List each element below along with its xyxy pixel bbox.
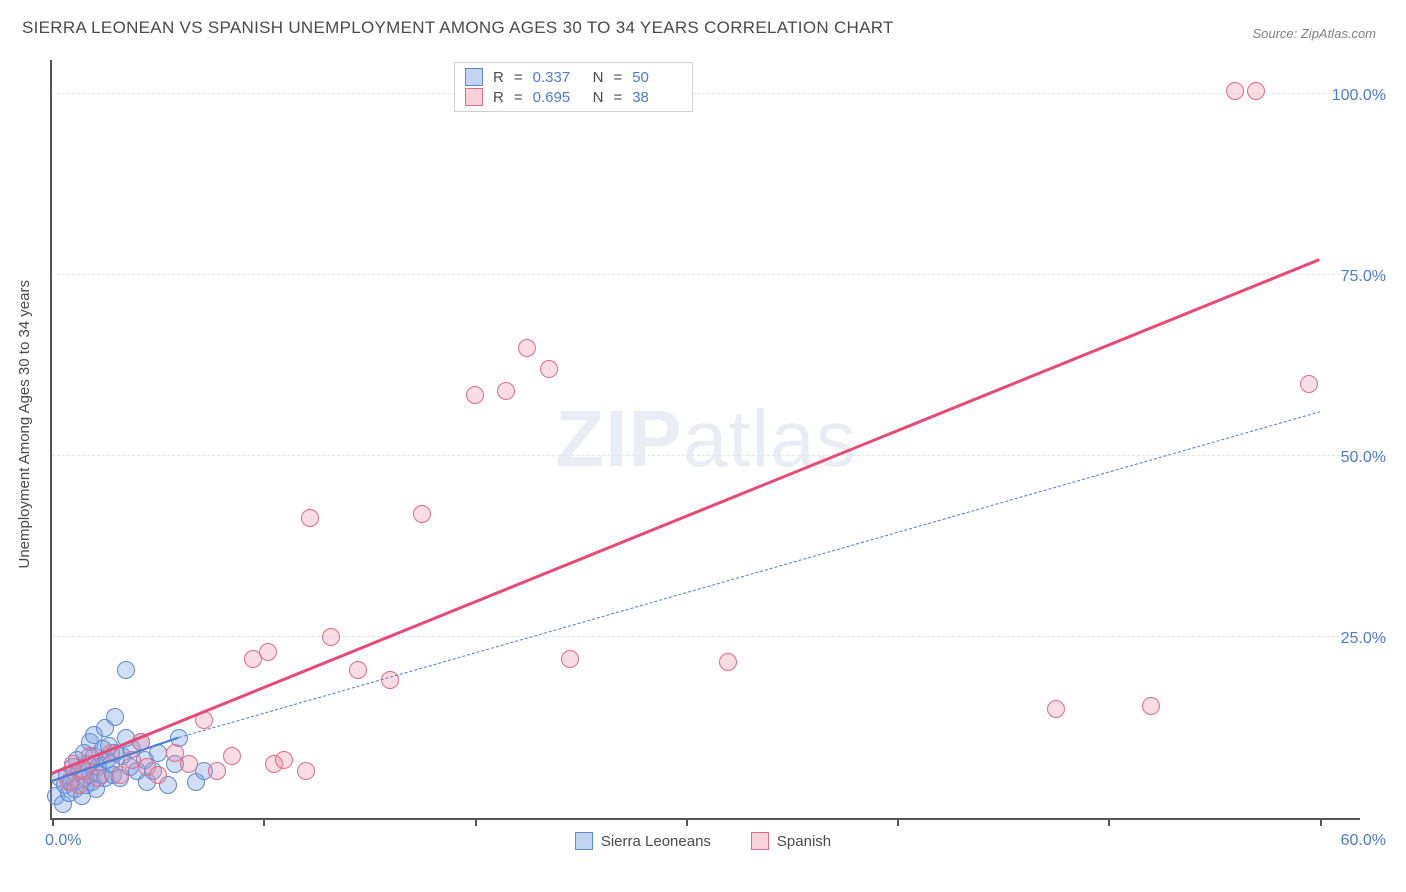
legend-swatch-sp — [751, 832, 769, 850]
data-point-sp — [223, 747, 241, 765]
x-tick — [1108, 818, 1110, 826]
chart-title: SIERRA LEONEAN VS SPANISH UNEMPLOYMENT A… — [22, 18, 894, 38]
legend-swatch-sl — [465, 68, 483, 86]
data-point-sp — [89, 769, 107, 787]
data-point-sp — [180, 755, 198, 773]
data-point-sp — [466, 386, 484, 404]
y-axis-label: Unemployment Among Ages 30 to 34 years — [16, 280, 33, 569]
legend-N-value-sp: 38 — [632, 89, 682, 106]
x-tick — [897, 818, 899, 826]
legend-swatch-sp — [465, 88, 483, 106]
series-legend-item-sp: Spanish — [751, 832, 831, 850]
legend-row-sl: R = 0.337 N = 50 — [465, 67, 682, 87]
data-point-sl — [117, 661, 135, 679]
legend-eq: = — [613, 69, 622, 86]
data-point-sp — [322, 628, 340, 646]
data-point-sp — [518, 339, 536, 357]
x-tick-label: 60.0% — [1341, 832, 1386, 850]
data-point-sp — [1247, 82, 1265, 100]
data-point-sp — [297, 762, 315, 780]
trend-line-sp — [51, 258, 1320, 775]
y-tick-label: 100.0% — [1332, 87, 1386, 105]
trend-line-sl — [178, 412, 1319, 739]
gridline-horizontal — [52, 636, 1360, 637]
data-point-sp — [149, 766, 167, 784]
legend-N-symbol: N — [593, 69, 604, 86]
scatter-plot-area: ZIPatlas — [50, 60, 1360, 820]
legend-swatch-sl — [575, 832, 593, 850]
data-point-sp — [413, 505, 431, 523]
series-label-sp: Spanish — [777, 833, 831, 850]
data-point-sp — [1300, 375, 1318, 393]
x-tick — [52, 818, 54, 826]
data-point-sp — [497, 382, 515, 400]
watermark: ZIPatlas — [555, 393, 856, 485]
data-point-sp — [1047, 700, 1065, 718]
source-attribution: Source: ZipAtlas.com — [1252, 26, 1376, 41]
data-point-sp — [301, 509, 319, 527]
legend-row-sp: R = 0.695 N = 38 — [465, 87, 682, 107]
x-tick — [1320, 818, 1322, 826]
data-point-sp — [561, 650, 579, 668]
y-tick-label: 75.0% — [1341, 268, 1386, 286]
legend-R-value-sp: 0.695 — [533, 89, 583, 106]
legend-N-value-sl: 50 — [632, 69, 682, 86]
data-point-sp — [259, 643, 277, 661]
data-point-sp — [719, 653, 737, 671]
x-tick-label: 0.0% — [45, 832, 81, 850]
x-tick — [686, 818, 688, 826]
y-tick-label: 50.0% — [1341, 449, 1386, 467]
data-point-sp — [349, 661, 367, 679]
data-point-sp — [1142, 697, 1160, 715]
gridline-horizontal — [52, 274, 1360, 275]
legend-eq: = — [514, 89, 523, 106]
legend-R-symbol: R — [493, 89, 504, 106]
data-point-sp — [540, 360, 558, 378]
gridline-horizontal — [52, 93, 1360, 94]
x-tick — [263, 818, 265, 826]
x-tick — [475, 818, 477, 826]
series-legend: Sierra Leoneans Spanish — [0, 832, 1406, 854]
legend-eq: = — [514, 69, 523, 86]
legend-R-symbol: R — [493, 69, 504, 86]
legend-N-symbol: N — [593, 89, 604, 106]
series-label-sl: Sierra Leoneans — [601, 833, 711, 850]
legend-R-value-sl: 0.337 — [533, 69, 583, 86]
y-tick-label: 25.0% — [1341, 630, 1386, 648]
data-point-sp — [275, 751, 293, 769]
data-point-sp — [1226, 82, 1244, 100]
correlation-legend: R = 0.337 N = 50 R = 0.695 N = 38 — [454, 62, 693, 112]
data-point-sp — [208, 762, 226, 780]
legend-eq: = — [613, 89, 622, 106]
data-point-sl — [106, 708, 124, 726]
series-legend-item-sl: Sierra Leoneans — [575, 832, 711, 850]
data-point-sp — [111, 766, 129, 784]
